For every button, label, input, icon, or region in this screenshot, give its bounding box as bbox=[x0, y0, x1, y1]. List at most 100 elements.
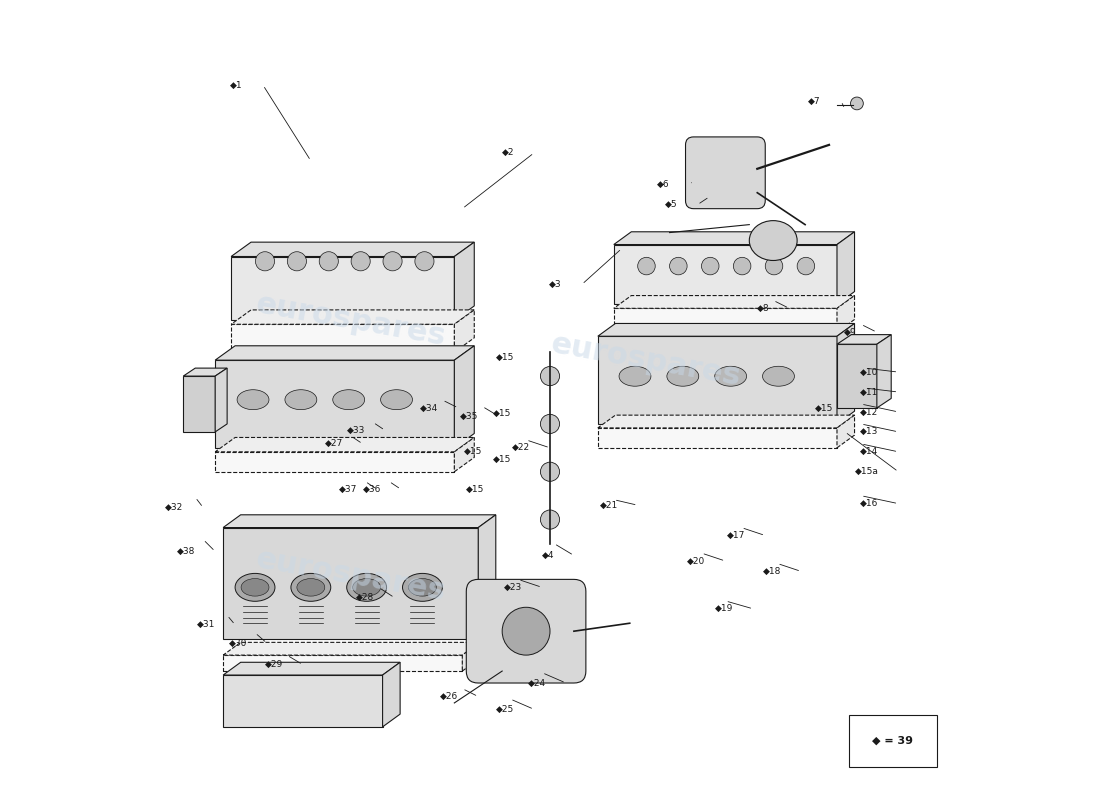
Circle shape bbox=[351, 252, 371, 271]
Polygon shape bbox=[597, 336, 837, 424]
Ellipse shape bbox=[381, 390, 412, 410]
Polygon shape bbox=[223, 662, 400, 675]
Ellipse shape bbox=[749, 221, 798, 261]
Polygon shape bbox=[597, 323, 855, 336]
Polygon shape bbox=[454, 346, 474, 448]
Text: ◆19: ◆19 bbox=[715, 604, 734, 614]
Text: eurospares: eurospares bbox=[253, 544, 448, 606]
Polygon shape bbox=[614, 245, 837, 304]
Text: ◆12: ◆12 bbox=[860, 407, 879, 417]
Text: ◆28: ◆28 bbox=[356, 594, 375, 602]
Polygon shape bbox=[462, 642, 480, 671]
Polygon shape bbox=[877, 334, 891, 408]
Circle shape bbox=[415, 252, 434, 271]
Polygon shape bbox=[597, 428, 837, 448]
Text: ◆16: ◆16 bbox=[860, 499, 879, 508]
Ellipse shape bbox=[297, 578, 324, 596]
Text: ◆38: ◆38 bbox=[177, 547, 195, 556]
Text: ◆14: ◆14 bbox=[860, 447, 879, 456]
Circle shape bbox=[540, 366, 560, 386]
Polygon shape bbox=[223, 515, 496, 527]
Text: ◆17: ◆17 bbox=[727, 531, 746, 540]
Text: ◆22: ◆22 bbox=[512, 443, 530, 452]
Text: ◆2: ◆2 bbox=[502, 148, 514, 158]
Text: ◆3: ◆3 bbox=[549, 280, 562, 289]
Text: ◆18: ◆18 bbox=[762, 567, 781, 576]
Polygon shape bbox=[837, 323, 855, 424]
Polygon shape bbox=[837, 295, 855, 332]
Text: ◆15: ◆15 bbox=[494, 455, 512, 464]
Polygon shape bbox=[184, 368, 227, 376]
Ellipse shape bbox=[762, 366, 794, 386]
Text: ◆1: ◆1 bbox=[230, 81, 243, 90]
Polygon shape bbox=[478, 515, 496, 639]
Polygon shape bbox=[383, 662, 400, 727]
Polygon shape bbox=[216, 346, 474, 360]
Ellipse shape bbox=[408, 578, 437, 596]
Text: ◆20: ◆20 bbox=[688, 557, 705, 566]
Circle shape bbox=[383, 252, 403, 271]
Text: ◆7: ◆7 bbox=[808, 97, 821, 106]
Text: ◆13: ◆13 bbox=[860, 427, 879, 436]
Text: ◆37: ◆37 bbox=[339, 485, 358, 494]
Circle shape bbox=[638, 258, 656, 275]
Text: ◆36: ◆36 bbox=[363, 485, 381, 494]
Circle shape bbox=[798, 258, 815, 275]
Text: ◆32: ◆32 bbox=[165, 503, 184, 512]
Ellipse shape bbox=[235, 574, 275, 602]
Polygon shape bbox=[597, 415, 855, 428]
Text: ◆15a: ◆15a bbox=[855, 467, 879, 476]
Circle shape bbox=[850, 97, 864, 110]
Polygon shape bbox=[184, 376, 216, 432]
Circle shape bbox=[287, 252, 307, 271]
Text: eurospares: eurospares bbox=[253, 290, 448, 351]
Polygon shape bbox=[223, 675, 383, 727]
Ellipse shape bbox=[403, 574, 442, 602]
Text: ◆23: ◆23 bbox=[504, 583, 522, 592]
Text: ◆15: ◆15 bbox=[496, 353, 514, 362]
Ellipse shape bbox=[667, 366, 698, 386]
Text: ◆4: ◆4 bbox=[541, 551, 554, 560]
Ellipse shape bbox=[353, 578, 381, 596]
Circle shape bbox=[540, 510, 560, 529]
Circle shape bbox=[702, 258, 719, 275]
FancyBboxPatch shape bbox=[685, 137, 766, 209]
Text: ◆25: ◆25 bbox=[496, 705, 514, 714]
Circle shape bbox=[503, 607, 550, 655]
Polygon shape bbox=[223, 527, 478, 639]
Ellipse shape bbox=[290, 574, 331, 602]
Text: ◆27: ◆27 bbox=[324, 439, 343, 448]
Ellipse shape bbox=[285, 390, 317, 410]
Text: ◆6: ◆6 bbox=[657, 180, 670, 190]
Circle shape bbox=[319, 252, 339, 271]
Ellipse shape bbox=[715, 366, 747, 386]
Circle shape bbox=[255, 252, 275, 271]
Text: ◆11: ◆11 bbox=[860, 387, 879, 397]
Polygon shape bbox=[837, 344, 877, 408]
Polygon shape bbox=[454, 438, 474, 472]
Ellipse shape bbox=[238, 390, 270, 410]
Polygon shape bbox=[223, 642, 480, 655]
Polygon shape bbox=[231, 257, 454, 320]
Circle shape bbox=[734, 258, 751, 275]
Text: ◆5: ◆5 bbox=[664, 200, 678, 209]
Polygon shape bbox=[837, 334, 891, 344]
Text: ◆15: ◆15 bbox=[494, 409, 512, 418]
Ellipse shape bbox=[241, 578, 270, 596]
Text: ◆31: ◆31 bbox=[197, 620, 216, 630]
Text: ◆30: ◆30 bbox=[229, 638, 248, 648]
Circle shape bbox=[766, 258, 783, 275]
FancyBboxPatch shape bbox=[466, 579, 586, 683]
Polygon shape bbox=[216, 438, 474, 452]
Text: ◆26: ◆26 bbox=[440, 692, 459, 701]
Polygon shape bbox=[223, 655, 462, 671]
FancyBboxPatch shape bbox=[849, 715, 937, 766]
Text: ◆9: ◆9 bbox=[845, 328, 857, 337]
Ellipse shape bbox=[333, 390, 364, 410]
Text: ◆21: ◆21 bbox=[600, 501, 618, 510]
Polygon shape bbox=[454, 242, 474, 320]
Text: ◆8: ◆8 bbox=[757, 304, 769, 313]
Polygon shape bbox=[614, 232, 855, 245]
Text: ◆10: ◆10 bbox=[860, 367, 879, 377]
Polygon shape bbox=[231, 310, 474, 324]
